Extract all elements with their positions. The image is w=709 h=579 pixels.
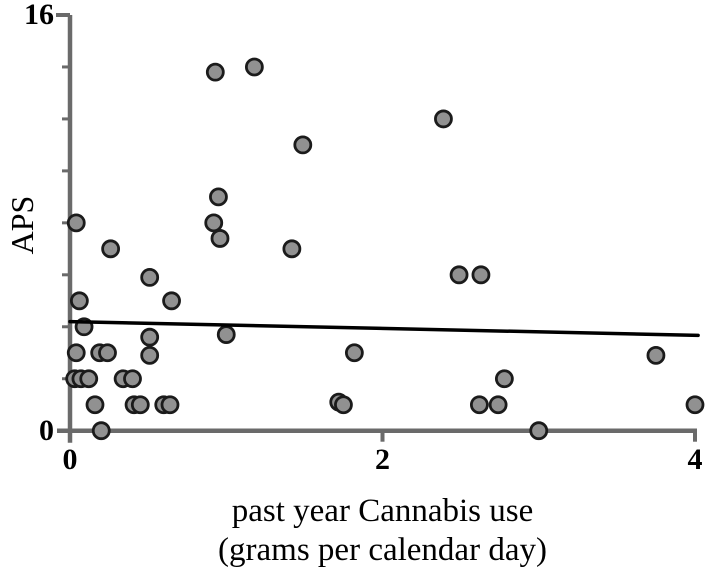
data-point [282, 239, 302, 259]
data-point [130, 395, 150, 415]
data-point [123, 369, 142, 389]
data-point [494, 369, 514, 389]
data-point [91, 421, 111, 441]
data-point [646, 345, 666, 365]
y-tick-label-16: 16 [24, 0, 54, 31]
data-point [469, 395, 489, 415]
data-point [140, 327, 160, 347]
data-point [434, 109, 453, 129]
data-point [685, 395, 705, 415]
data-point [244, 57, 264, 77]
y-axis-title: APS [4, 195, 40, 255]
data-point [101, 239, 121, 259]
data-point [204, 213, 224, 233]
x-axis-title-line1: past year Cannabis use [231, 493, 534, 529]
x-tick-label-0: 0 [62, 442, 78, 476]
data-point [216, 325, 236, 344]
y-tick-label-0: 0 [39, 413, 54, 447]
data-point [160, 395, 180, 415]
data-point [140, 268, 160, 287]
data-point [85, 395, 105, 415]
data-point [449, 265, 469, 285]
x-tick-label-4: 4 [687, 442, 703, 476]
data-point [529, 421, 549, 441]
data-point [344, 343, 364, 363]
data-point [488, 395, 508, 415]
data-point [66, 213, 86, 233]
data-point [66, 343, 86, 363]
data-point [334, 395, 353, 415]
data-point [471, 265, 491, 285]
data-point [79, 369, 99, 389]
data-point [209, 187, 228, 207]
data-point [210, 229, 230, 248]
data-point [205, 62, 225, 82]
data-point [162, 291, 181, 311]
data-point [98, 343, 117, 363]
regression-line [68, 319, 700, 338]
data-point [140, 345, 160, 365]
data-point [293, 135, 313, 155]
data-point [69, 291, 89, 311]
x-axis-title-line2: (grams per calendar day) [218, 532, 547, 568]
x-tick-label-2: 2 [375, 442, 390, 476]
